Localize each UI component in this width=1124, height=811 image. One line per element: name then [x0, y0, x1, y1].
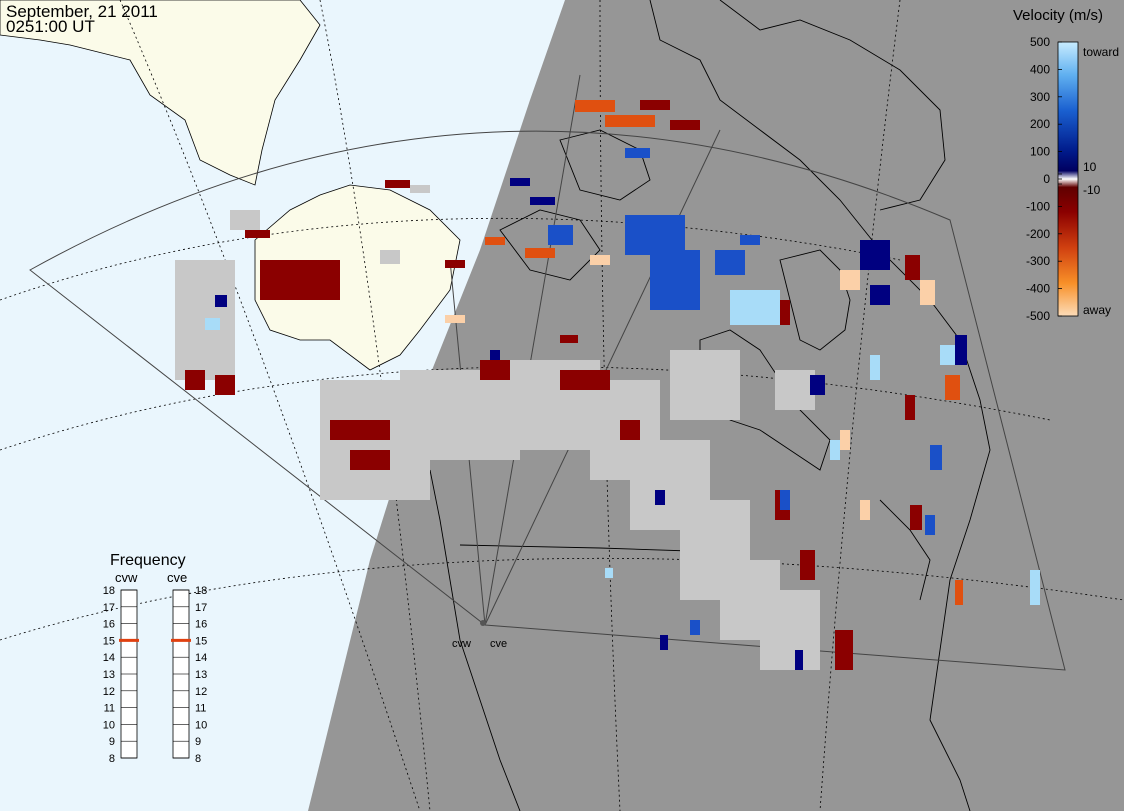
time-label: 0251:00 UT	[6, 17, 95, 36]
velocity-tick-label: 200	[1030, 117, 1050, 131]
velocity-colorbar-title: Velocity (m/s)	[1013, 7, 1103, 24]
velocity-colorbar: Velocity (m/s) toward away 500 400 300 200 1…	[1013, 7, 1119, 323]
frequency-radar-label-cvw: cvw	[115, 570, 138, 585]
velocity-colorbar-ticks: 500400300200100100-10-100-200-300-400-50…	[1026, 35, 1101, 323]
radar-site-marker	[480, 620, 486, 626]
velocity-tick-label: 100	[1030, 145, 1050, 159]
radar-label-cve: cve	[490, 638, 507, 650]
velocity-tick-label: 400	[1030, 62, 1050, 76]
frequency-tick-label: 8	[195, 753, 201, 765]
velocity-tick-label: -10	[1083, 183, 1101, 197]
frequency-tick-label: 13	[103, 669, 115, 681]
frequency-tick-label: 10	[195, 719, 207, 731]
frequency-tick-label: 16	[195, 619, 207, 631]
velocity-tick-label: -300	[1026, 254, 1050, 268]
velocity-tick-label: -400	[1026, 282, 1050, 296]
frequency-tick-label: 11	[104, 703, 115, 715]
velocity-tick-label: 500	[1030, 35, 1050, 49]
backscatter-cells	[175, 100, 1040, 670]
radar-label-cvw: cvw	[452, 638, 471, 650]
frequency-tick-label: 18	[103, 585, 115, 597]
siberia-land	[0, 0, 321, 186]
frequency-radar-label-cve: cve	[167, 570, 187, 585]
velocity-toward-label: toward	[1083, 45, 1119, 59]
frequency-title: Frequency	[110, 552, 186, 569]
frequency-tick-label: 18	[195, 585, 207, 597]
frequency-tick-label: 14	[103, 652, 115, 664]
frequency-tick-label: 13	[195, 669, 207, 681]
frequency-tick-label: 10	[103, 719, 115, 731]
frequency-tick-label: 9	[195, 736, 201, 748]
velocity-tick-label: 300	[1030, 90, 1050, 104]
frequency-tick-label: 15	[103, 635, 115, 647]
frequency-tick-label: 17	[195, 602, 207, 614]
velocity-tick-label: -500	[1026, 309, 1050, 323]
frequency-tick-label: 8	[109, 753, 115, 765]
velocity-tick-label: 10	[1083, 160, 1097, 174]
frequency-tick-label: 17	[103, 602, 115, 614]
frequency-tick-label: 11	[195, 703, 206, 715]
frequency-tick-label: 14	[195, 652, 207, 664]
velocity-away-label: away	[1083, 303, 1111, 317]
frequency-tick-label: 12	[103, 686, 115, 698]
date-label: September, 21 2011	[6, 2, 158, 21]
frequency-tick-label: 15	[195, 635, 207, 647]
velocity-tick-label: -100	[1026, 199, 1050, 213]
velocity-tick-label: 0	[1043, 172, 1050, 186]
frequency-columns: 18 17 16 15 14 13 12 11 10 9 8 18 17 16 15 14 13 12 11 10 9 8	[103, 585, 208, 765]
velocity-tick-label: -200	[1026, 227, 1050, 241]
frequency-panel: Frequency cvw cve 1817161514131211109818…	[103, 552, 208, 765]
frequency-tick-label: 9	[109, 736, 115, 748]
frequency-tick-label: 12	[195, 686, 207, 698]
frequency-tick-label: 16	[103, 619, 115, 631]
alaska-land	[254, 184, 461, 371]
